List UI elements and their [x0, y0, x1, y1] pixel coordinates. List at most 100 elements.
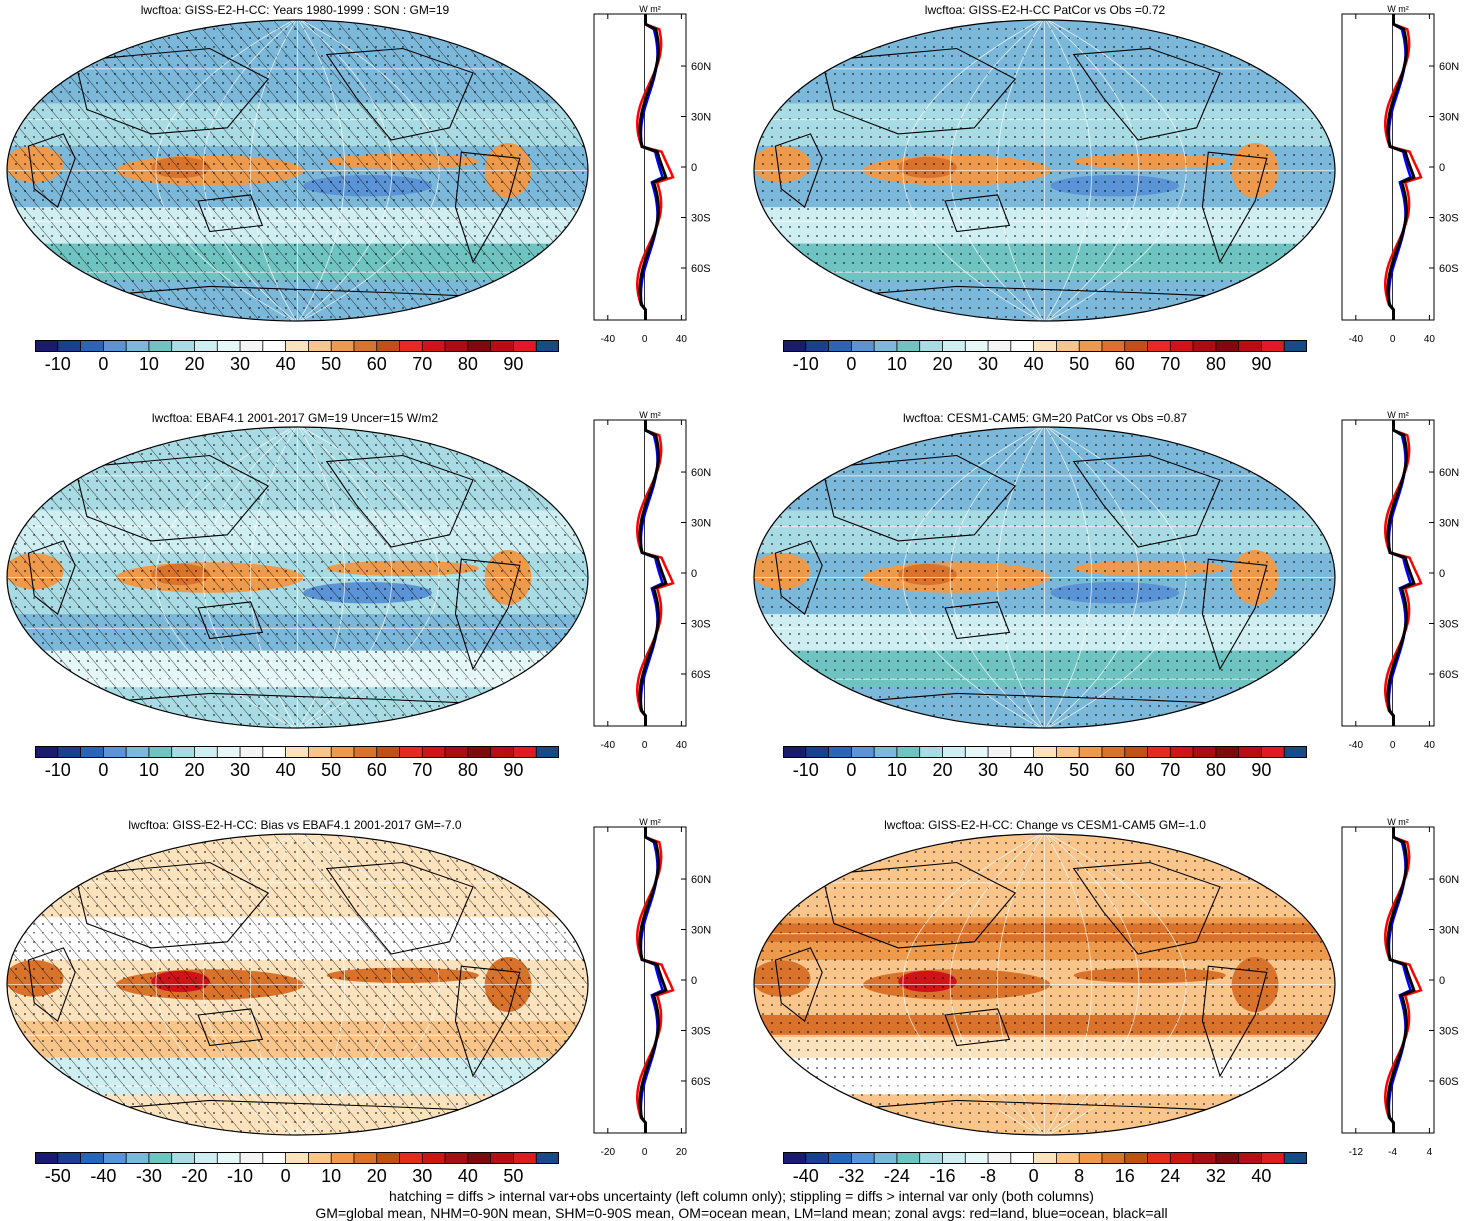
colorbar-swatch: [1124, 1152, 1148, 1164]
map-field: [754, 20, 1335, 321]
colorbar-tick-label: 40: [457, 1166, 478, 1186]
colorbar-border: [35, 1152, 559, 1164]
colorbar-tick-label: 90: [503, 760, 524, 780]
colorbar-swatch: [513, 1152, 537, 1164]
map-graticule: [1044, 427, 1187, 728]
colorbar-swatch: [490, 746, 514, 758]
zonal-lat-label: 30S: [1439, 1025, 1459, 1037]
colorbar-swatch: [240, 340, 264, 352]
colorbar-swatch: [851, 1152, 875, 1164]
colorbar-swatch: [148, 746, 172, 758]
colorbar-swatch: [1033, 340, 1057, 352]
colorbar-swatch: [1261, 1152, 1285, 1164]
colorbar-swatch: [490, 1152, 514, 1164]
colorbar-swatch: [942, 1152, 966, 1164]
zonal-lat-label: 30N: [691, 518, 711, 530]
colorbar-swatch: [103, 1152, 127, 1164]
colorbar-tick-label: 30: [978, 354, 999, 374]
map-graticule: [949, 834, 1045, 1135]
map-graticule: [155, 427, 298, 728]
colorbar-swatch: [1215, 1152, 1239, 1164]
zonal-lat-label: 60N: [1439, 61, 1459, 73]
zonal-unit-label: W m²: [639, 4, 661, 14]
colorbar-swatch: [1193, 1152, 1217, 1164]
colorbar: [35, 746, 559, 758]
colorbar-swatch: [308, 340, 332, 352]
zonal-lat-label: 60N: [691, 61, 711, 73]
panel-title: lwcftoa: GISS-E2-H-CC: Bias vs EBAF4.1 2…: [128, 818, 462, 832]
zonal-x-tick-label: 20: [676, 1147, 688, 1158]
zonal-lat-label: 30S: [691, 1025, 711, 1037]
continent-outline-south-america: [454, 558, 521, 671]
colorbar-swatch: [1284, 1152, 1307, 1164]
zonal-x-tick-label: 40: [1424, 740, 1436, 751]
map-border: [6, 833, 589, 1136]
zonal-frame: [593, 826, 687, 1134]
colorbar-swatch: [1056, 1152, 1080, 1164]
map-graticule: [202, 20, 298, 321]
colorbar-swatch: [1147, 1152, 1171, 1164]
colorbar: [783, 746, 1307, 758]
zonal-all-curve: [1386, 827, 1416, 1133]
map-border: [6, 426, 589, 729]
colorbar-swatch: [874, 746, 898, 758]
map-graticule: [297, 427, 345, 728]
colorbar-tick-label: 60: [1114, 354, 1135, 374]
map-graticule: [297, 834, 440, 1135]
colorbar-swatch: [513, 746, 537, 758]
colorbar-swatch: [536, 1152, 559, 1164]
colorbar-tick-label: 60: [366, 354, 387, 374]
colorbar-swatch: [828, 746, 852, 758]
colorbar-swatch: [1238, 1152, 1262, 1164]
colorbar-swatch: [194, 746, 218, 758]
continent-outline-north-america: [1072, 861, 1221, 955]
continent-outline-asia: [74, 861, 270, 949]
colorbar-tick-label: -10: [227, 1166, 254, 1186]
colorbar-tick-label: 40: [1023, 760, 1044, 780]
colorbar-swatch: [536, 746, 559, 758]
colorbar-tick-label: 20: [932, 354, 953, 374]
colorbar-border: [35, 340, 559, 352]
colorbar-swatch: [919, 1152, 943, 1164]
colorbar-swatch: [805, 340, 829, 352]
colorbar-tick-label: 50: [321, 760, 342, 780]
map-graticule: [997, 834, 1045, 1135]
colorbar-swatch: [1238, 340, 1262, 352]
zonal-lat-label: 0: [1439, 162, 1445, 174]
colorbar-tick-label: 60: [366, 760, 387, 780]
continent-outline-australia: [944, 194, 1011, 233]
colorbar-swatch: [240, 1152, 264, 1164]
colorbar-tick-label: 30: [230, 354, 251, 374]
zonal-lat-label: 60N: [691, 467, 711, 479]
panel-title: lwcftoa: GISS-E2-H-CC: Change vs CESM1-C…: [884, 818, 1206, 832]
colorbar-swatch: [376, 746, 400, 758]
zonal-lat-label: 30S: [691, 618, 711, 630]
colorbar-tick-label: 50: [1069, 354, 1090, 374]
colorbar-tick-label: 30: [412, 1166, 433, 1186]
zonal-x-tick-label: -40: [1349, 740, 1364, 751]
colorbar-border: [783, 1152, 1307, 1164]
panel-title: lwcftoa: CESM1-CAM5: GM=20 PatCor vs Obs…: [902, 411, 1188, 425]
colorbar-swatch: [942, 340, 966, 352]
colorbar-tick-label: 50: [321, 354, 342, 374]
zonal-frame: [1341, 826, 1435, 1134]
zonal-x-tick-label: 0: [1390, 334, 1396, 345]
map-graticule: [997, 427, 1045, 728]
colorbar-tick-label: -30: [135, 1166, 162, 1186]
continent-outline-australia: [944, 601, 1011, 640]
colorbar-tick-label: -50: [44, 1166, 71, 1186]
colorbar-swatch: [1056, 746, 1080, 758]
colorbar-swatch: [35, 1152, 59, 1164]
colorbar-swatch: [896, 746, 920, 758]
colorbar-tick-label: 20: [366, 1166, 387, 1186]
map-graticule: [155, 834, 298, 1135]
colorbar-tick-label: 0: [846, 354, 857, 374]
zonal-lat-label: 60S: [1439, 669, 1459, 681]
colorbar-tick-label: 80: [457, 760, 478, 780]
colorbar-swatch: [1079, 1152, 1103, 1164]
continent-outline-north-america: [325, 861, 474, 955]
zonal-lat-label: 0: [1439, 975, 1445, 987]
zonal-lat-label: 60S: [691, 669, 711, 681]
colorbar-tick-label: 40: [1251, 1166, 1272, 1186]
zonal-all-curve: [638, 420, 668, 726]
